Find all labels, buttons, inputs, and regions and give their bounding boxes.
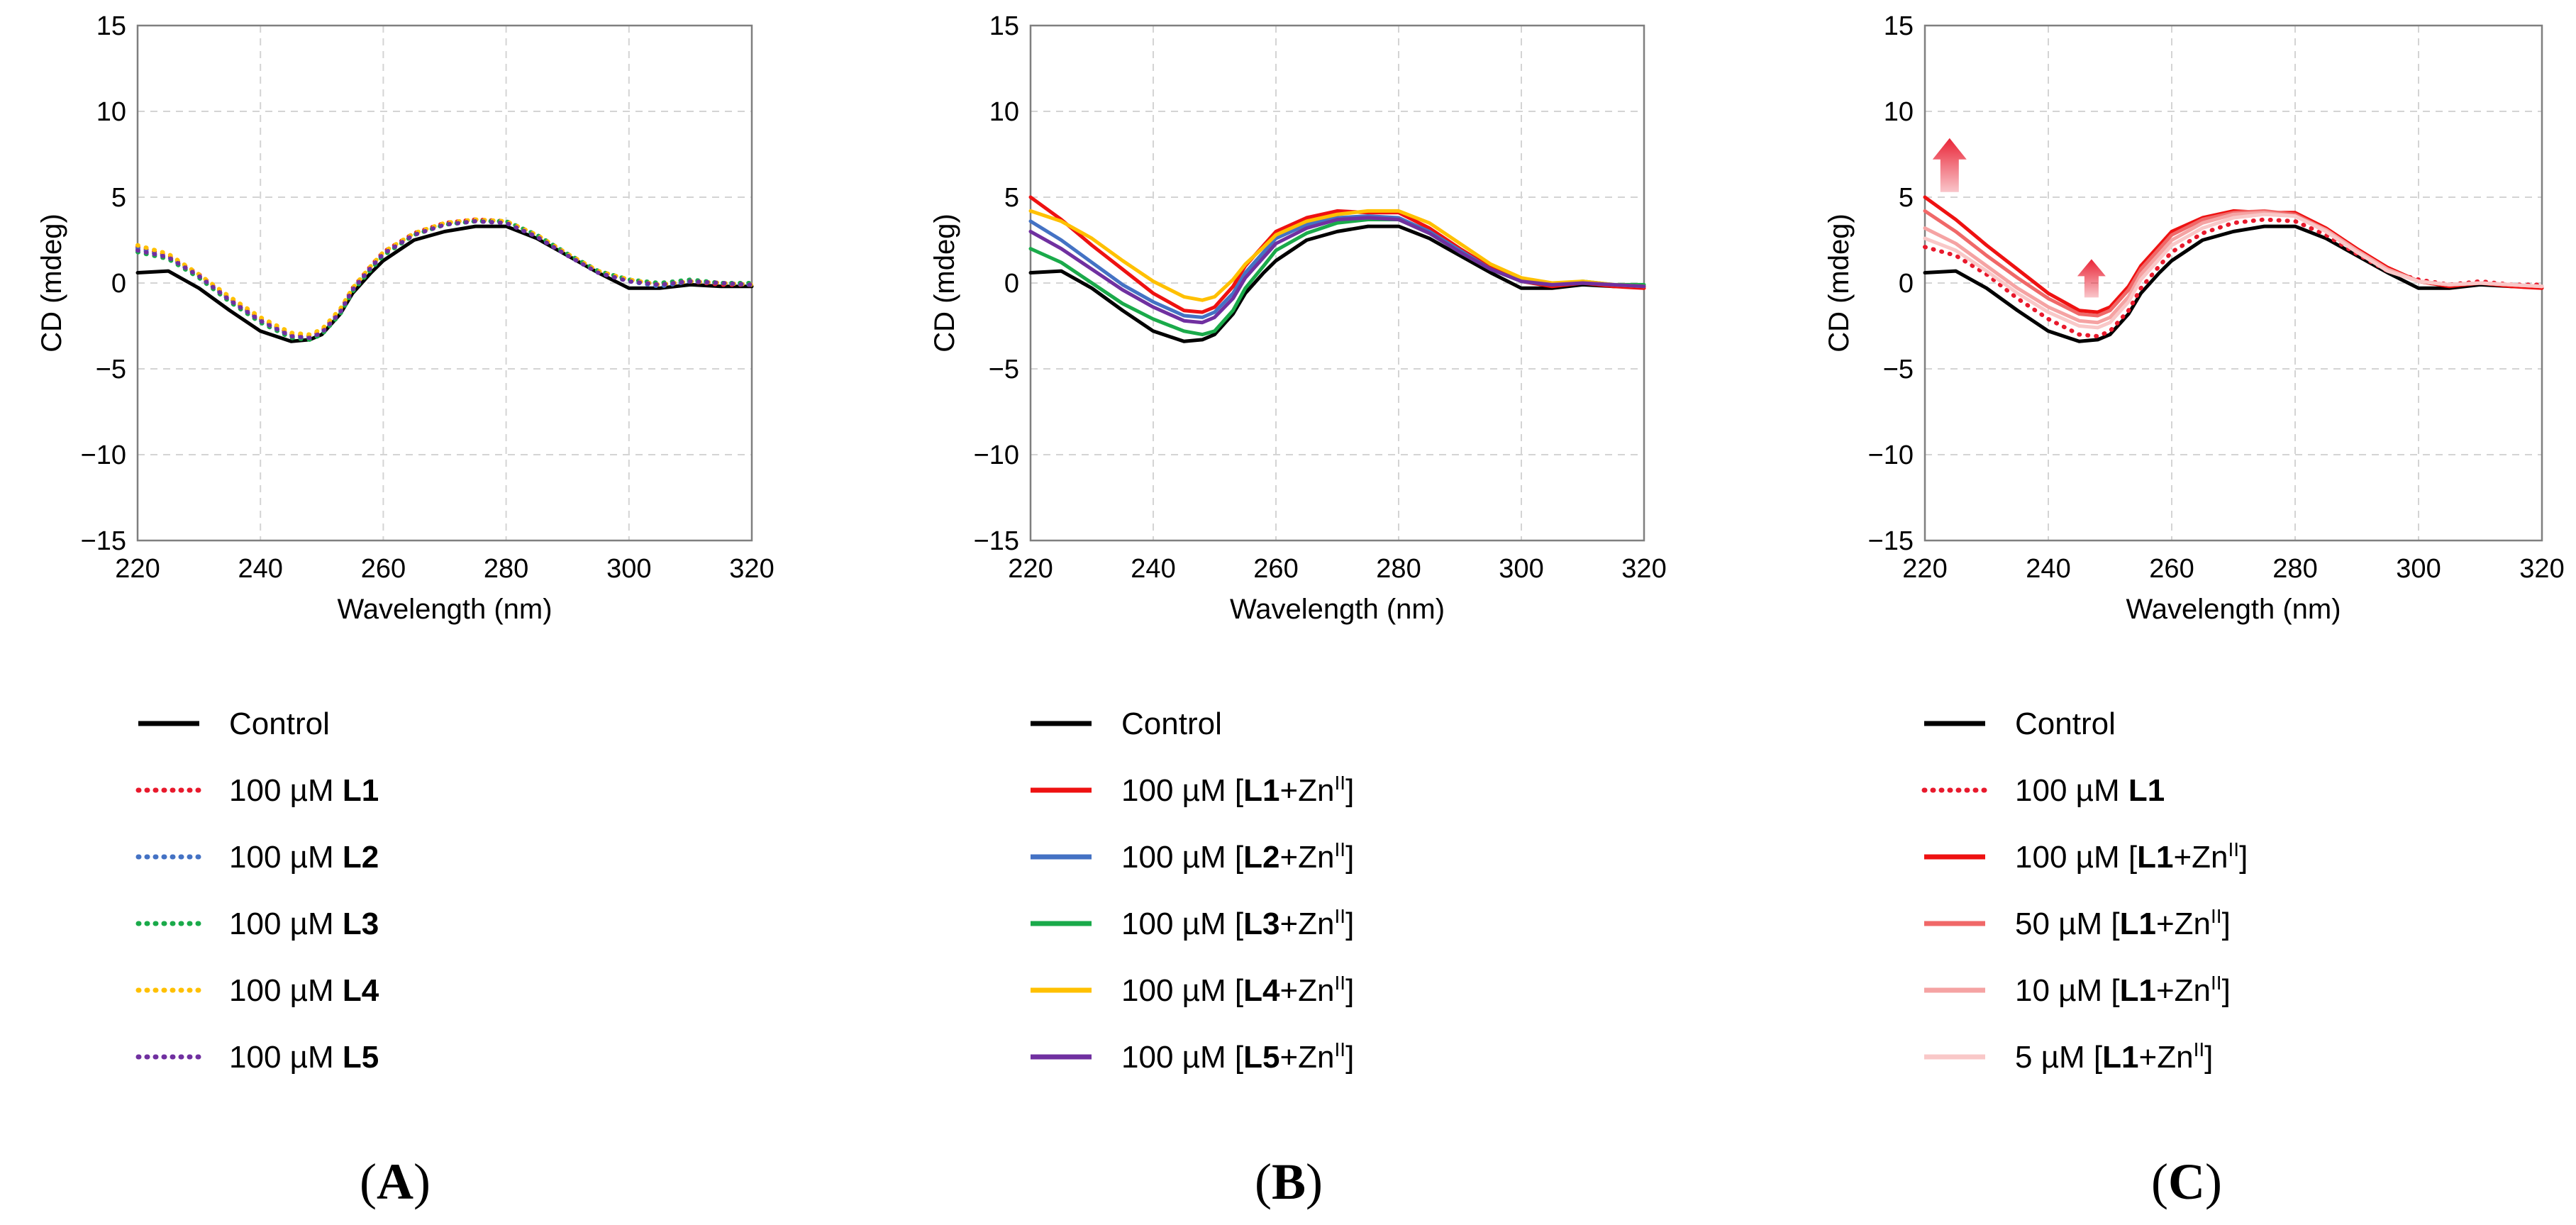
- y-tick-label: 10: [989, 97, 1019, 127]
- y-tick-label: 10: [1884, 97, 1914, 127]
- legend-label: 100 µM L2: [229, 840, 379, 875]
- series-line-s5: [1028, 216, 1646, 325]
- y-tick-label: 0: [111, 269, 126, 299]
- x-tick-label: 220: [115, 554, 160, 584]
- legend-label: Control: [229, 706, 330, 741]
- series-line-s1: [135, 217, 754, 338]
- series-line-control: [135, 224, 754, 343]
- legend-label: 100 µM L1: [229, 773, 379, 808]
- series-line-control: [1923, 224, 2544, 343]
- y-axis-label: CD (mdeg): [36, 214, 67, 353]
- y-axis-label: CD (mdeg): [929, 214, 960, 353]
- series-line-s4: [135, 217, 754, 337]
- legend-label: Control: [1121, 706, 1222, 741]
- x-tick-label: 300: [2396, 554, 2441, 584]
- legend-label: 10 µM [L1+ZnII]: [2015, 972, 2231, 1008]
- legend-label: 50 µM [L1+ZnII]: [2015, 905, 2231, 941]
- y-tick-label: 5: [111, 183, 126, 213]
- x-tick-label: 280: [2272, 554, 2317, 584]
- series-line-s4: [1028, 209, 1646, 302]
- legend-label: 100 µM L4: [229, 973, 379, 1008]
- y-tick-label: 15: [989, 11, 1019, 41]
- legend-label: 100 µM [L4+ZnII]: [1121, 972, 1354, 1008]
- y-tick-label: −15: [1868, 526, 1914, 556]
- y-tick-label: 10: [96, 97, 126, 127]
- legend-label: 100 µM [L2+ZnII]: [1121, 838, 1354, 875]
- y-tick-label: −10: [81, 440, 126, 470]
- y-tick-label: −5: [1883, 355, 1914, 384]
- series-line-s3: [1923, 209, 2544, 318]
- series-line-control: [1028, 224, 1646, 343]
- x-tick-label: 220: [1902, 554, 1947, 584]
- x-tick-label: 280: [1376, 554, 1421, 584]
- x-tick-label: 240: [2026, 554, 2070, 584]
- x-tick-label: 240: [238, 554, 282, 584]
- legend-label: 100 µM [L1+ZnII]: [2015, 838, 2248, 875]
- legend-label: 5 µM [L1+ZnII]: [2015, 1038, 2213, 1075]
- up-arrow-icon: [2077, 259, 2106, 298]
- panel-label: (C): [2151, 1153, 2222, 1210]
- series-line-s1: [1923, 217, 2544, 338]
- y-tick-label: −10: [1868, 440, 1914, 470]
- panel-label: (A): [360, 1153, 431, 1210]
- y-tick-label: −15: [974, 526, 1019, 556]
- y-tick-label: −15: [81, 526, 126, 556]
- legend-label: 100 µM L3: [229, 907, 379, 941]
- panel-label: (B): [1255, 1153, 1323, 1210]
- plot-frame: [1923, 24, 2543, 542]
- x-axis-label: Wavelength (nm): [1230, 594, 1445, 625]
- y-tick-label: −5: [989, 355, 1019, 384]
- y-tick-label: 5: [1899, 183, 1914, 213]
- y-tick-label: 0: [1899, 269, 1914, 299]
- legend-label: 100 µM [L3+ZnII]: [1121, 905, 1354, 941]
- y-tick-label: 0: [1004, 269, 1019, 299]
- series-line-s2: [135, 218, 754, 340]
- up-arrow-icon: [1932, 138, 1967, 192]
- x-tick-label: 300: [1499, 554, 1543, 584]
- legend-label: Control: [2015, 706, 2116, 741]
- x-tick-label: 220: [1008, 554, 1053, 584]
- x-tick-label: 260: [361, 554, 406, 584]
- y-tick-label: 5: [1004, 183, 1019, 213]
- series-line-s3: [1028, 218, 1646, 337]
- x-tick-label: 260: [1253, 554, 1298, 584]
- x-tick-label: 240: [1131, 554, 1175, 584]
- y-tick-label: 15: [1884, 11, 1914, 41]
- y-tick-label: −5: [96, 355, 126, 384]
- x-tick-label: 320: [2519, 554, 2564, 584]
- x-tick-label: 320: [1621, 554, 1666, 584]
- series-line-s5: [135, 218, 754, 340]
- x-tick-label: 260: [2149, 554, 2194, 584]
- x-tick-label: 280: [484, 554, 528, 584]
- x-axis-label: Wavelength (nm): [337, 594, 552, 625]
- legend-label: 100 µM [L1+ZnII]: [1121, 772, 1354, 808]
- legend-label: 100 µM [L5+ZnII]: [1121, 1038, 1354, 1075]
- x-axis-label: Wavelength (nm): [2126, 594, 2341, 625]
- series-line-s5: [1923, 212, 2544, 330]
- y-tick-label: 15: [96, 11, 126, 41]
- x-tick-label: 320: [729, 554, 774, 584]
- legend-label: 100 µM L5: [229, 1040, 379, 1075]
- y-axis-label: CD (mdeg): [1823, 214, 1855, 353]
- series-line-s3: [135, 218, 754, 342]
- x-tick-label: 300: [606, 554, 651, 584]
- y-tick-label: −10: [974, 440, 1019, 470]
- legend-label: 100 µM L1: [2015, 773, 2165, 808]
